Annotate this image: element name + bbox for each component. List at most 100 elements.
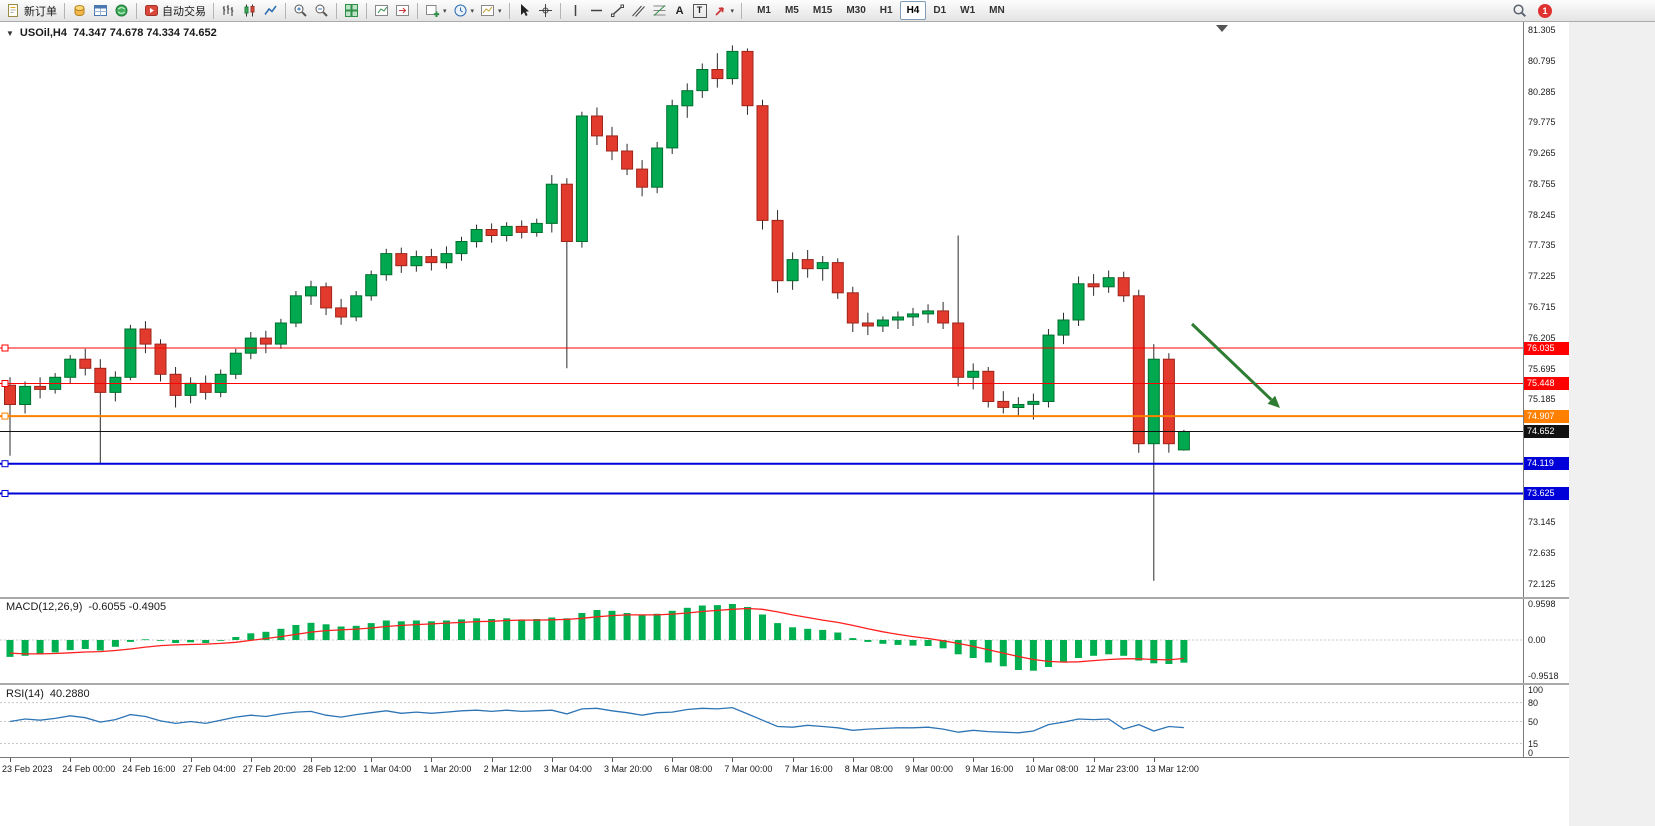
autotrading-icon (144, 3, 159, 18)
bar-chart-icon (221, 3, 236, 18)
cursor-button[interactable] (514, 1, 535, 20)
line-anchor-handle[interactable] (1, 490, 9, 497)
vertical-line-icon (568, 3, 583, 18)
timeframe-button-m1[interactable]: M1 (757, 5, 771, 16)
macd-histogram-bar (668, 610, 676, 641)
symbol-ohlc-values: 74.347 74.678 74.334 74.652 (73, 27, 217, 39)
macd-histogram-bar (744, 607, 751, 640)
timeframe-button-h4[interactable]: H4 (899, 1, 927, 20)
auto-scroll-button[interactable] (392, 1, 413, 20)
macd-histogram-bar (518, 619, 526, 640)
new-order-button[interactable]: 新订单 (3, 1, 60, 20)
timeframe-button-m15[interactable]: M15 (812, 5, 833, 16)
timeframe-button-m30[interactable]: M30 (846, 5, 866, 16)
time-axis-label: 9 Mar 00:00 (905, 764, 954, 774)
price-chart-canvas[interactable] (0, 22, 1523, 597)
scroll-shift-marker[interactable] (1216, 25, 1228, 32)
new-order-icon (6, 3, 21, 18)
time-axis-label: 1 Mar 04:00 (363, 764, 412, 774)
line-chart-icon (263, 3, 278, 18)
price-tag: 76.035 (1524, 341, 1569, 355)
toolbar-separator (285, 2, 286, 19)
candle-body (816, 262, 829, 270)
pane-separator[interactable] (0, 597, 1569, 599)
timeframe-button-h1[interactable]: H1 (879, 5, 893, 16)
line-anchor-handle[interactable] (1, 412, 9, 420)
macd-signal-line (9, 607, 1184, 663)
crosshair-button[interactable] (535, 1, 556, 20)
price-axis-label: 72.125 (1528, 579, 1556, 589)
channel-tool-button[interactable] (628, 1, 649, 20)
price-axis-label: 81.305 (1528, 25, 1556, 35)
macd-histogram-bar (969, 640, 977, 658)
timeframe-button-w1[interactable]: W1 (960, 5, 976, 16)
candlestick-chart-button[interactable] (239, 1, 260, 20)
horizontal-line-icon (589, 3, 604, 18)
arrows-tool-button[interactable]: ▾ (710, 1, 738, 20)
time-tick (973, 758, 975, 762)
line-anchor-handle[interactable] (1, 344, 9, 352)
rsi-value: 40.2880 (49, 688, 90, 700)
line-anchor-handle[interactable] (1, 380, 9, 387)
candle-body (289, 295, 302, 324)
time-tick (311, 758, 312, 762)
price-axis-label: 78.245 (1528, 209, 1556, 220)
candle-body (1027, 400, 1040, 405)
timeframe-button-mn[interactable]: MN (989, 5, 1005, 16)
autotrading-button[interactable]: 自动交易 (141, 1, 209, 20)
candle-body (229, 352, 242, 375)
candle-body (696, 69, 709, 92)
price-axis-label: 76.715 (1528, 302, 1556, 312)
timeframe-button-m5[interactable]: M5 (784, 5, 799, 16)
crosshair-icon (538, 3, 553, 18)
collapse-panel-icon[interactable]: ▼ (6, 28, 14, 38)
price-axis-label: 73.145 (1528, 517, 1556, 528)
chart-shift-button[interactable] (371, 1, 392, 20)
vertical-line-tool-button[interactable] (565, 1, 586, 20)
macd-indicator-canvas[interactable] (0, 599, 1523, 683)
market-watch-button[interactable] (69, 1, 90, 20)
candle-body (606, 135, 618, 152)
rsi-axis-label: 50 (1528, 716, 1539, 727)
arrow-annotation-head[interactable] (1267, 395, 1281, 408)
tile-windows-button[interactable] (341, 1, 362, 20)
rsi-indicator-canvas[interactable] (0, 685, 1523, 757)
chevron-down-icon: ▾ (730, 7, 735, 15)
price-axis[interactable]: 81.305 80.795 80.285 79.775 79.265 78.755 78.2… (1523, 22, 1569, 758)
time-axis[interactable]: 23 Feb 2023 24 Feb 00:00 24 Feb 16:00 27 Fe… (0, 757, 1569, 778)
text-label-tool-button[interactable]: T (690, 1, 710, 20)
text-tool-button[interactable]: A (670, 1, 690, 20)
pane-separator[interactable] (0, 683, 1569, 685)
candle-body (907, 313, 919, 318)
macd-histogram-bar (367, 623, 375, 640)
macd-histogram-bar (1014, 640, 1022, 670)
time-tick (551, 758, 553, 762)
line-anchor-handle[interactable] (1, 460, 9, 468)
zoom-in-button[interactable] (290, 1, 311, 20)
new-chart-button[interactable]: ▾ (422, 1, 450, 20)
time-axis-label: 7 Mar 16:00 (784, 764, 833, 774)
fibonacci-tool-button[interactable] (649, 1, 670, 20)
line-chart-button[interactable] (260, 1, 281, 20)
search-icon (1512, 3, 1527, 18)
trendline-tool-button[interactable] (607, 1, 628, 20)
candle-body (967, 370, 980, 378)
new-chart-icon (425, 3, 440, 18)
candle-body (831, 262, 844, 294)
navigator-button[interactable] (111, 1, 132, 20)
data-window-button[interactable] (90, 1, 111, 20)
chart-period-button[interactable]: ▾ (450, 1, 478, 20)
bar-chart-button[interactable] (218, 1, 239, 20)
search-button[interactable] (1509, 1, 1530, 20)
macd-histogram-bar (1029, 640, 1037, 671)
candle-body (666, 105, 679, 149)
notification-badge[interactable]: 1 (1538, 3, 1552, 18)
timeframe-button-d1[interactable]: D1 (933, 5, 947, 16)
horizontal-line-tool-button[interactable] (586, 1, 607, 20)
zoom-out-button[interactable] (311, 1, 332, 20)
price-axis-label: 77.225 (1528, 271, 1556, 282)
arrow-annotation[interactable] (1190, 322, 1273, 401)
templates-button[interactable]: ▾ (477, 1, 505, 20)
time-axis-label: 1 Mar 20:00 (423, 764, 472, 774)
candle-body (320, 286, 333, 309)
